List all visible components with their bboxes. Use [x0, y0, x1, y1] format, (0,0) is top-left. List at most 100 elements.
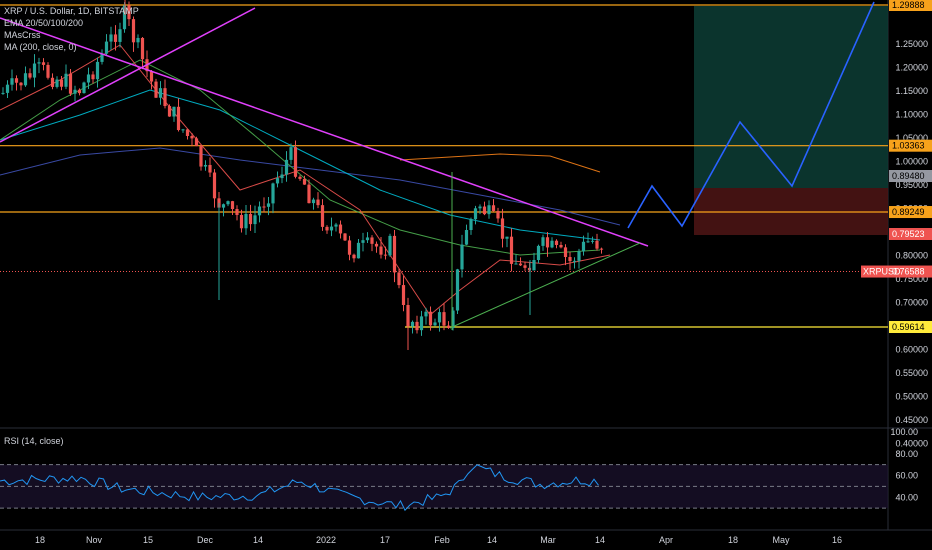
candle-body: [190, 135, 194, 139]
candle-body: [379, 246, 383, 255]
candle-body: [419, 316, 424, 331]
indicator-macross[interactable]: MAsCrss: [4, 30, 41, 40]
candle-body: [347, 240, 352, 255]
candle-body: [176, 106, 181, 131]
candle-body: [19, 82, 23, 86]
candle-body: [590, 240, 595, 242]
candle-body: [388, 235, 392, 256]
candle-body: [428, 311, 433, 326]
candle-body: [478, 206, 482, 209]
candle-body: [239, 215, 244, 229]
candle-body: [559, 244, 563, 248]
candle-body: [140, 37, 145, 60]
rsi-title: RSI (14, close): [4, 436, 64, 446]
price-tick: 1.15000: [895, 86, 928, 96]
candle-body: [284, 159, 289, 175]
candle-body: [59, 79, 64, 87]
price-tick: 0.60000: [895, 345, 928, 355]
time-label: 14: [487, 535, 497, 545]
time-label: 14: [253, 535, 263, 545]
time-label: 18: [35, 535, 45, 545]
time-label: 16: [832, 535, 842, 545]
price-tag: 0.79523: [892, 229, 925, 239]
projection-path[interactable]: [627, 1, 875, 229]
candle-body: [307, 184, 311, 204]
candle-body: [199, 146, 203, 167]
candle-body: [514, 263, 518, 265]
candle-body: [10, 78, 14, 85]
price-tag-bg: [889, 0, 932, 11]
candle-body: [41, 62, 46, 65]
candle-body: [154, 81, 158, 98]
price-tick: 0.80000: [895, 251, 928, 261]
target-zone: [694, 6, 888, 188]
candle-body: [563, 247, 568, 258]
ascending-trendline[interactable]: [0, 7, 256, 143]
price-tick: 0.75000: [895, 274, 928, 284]
candle-body: [343, 233, 347, 241]
price-tag: 1.29888: [892, 0, 925, 10]
candle-body: [392, 235, 397, 273]
candle-body: [28, 73, 32, 78]
candle-body: [118, 29, 122, 42]
price-tag: 0.89249: [892, 207, 925, 217]
candle-body: [500, 218, 505, 239]
candle-body: [289, 147, 293, 160]
ma200-line: [399, 153, 601, 173]
candle-body: [338, 224, 343, 234]
candle-body: [122, 5, 127, 30]
rsi-line: [0, 464, 599, 512]
descending-trendline[interactable]: [0, 17, 649, 247]
rsi-tick: 40.00: [895, 492, 918, 502]
price-tag: 0.76588: [892, 267, 925, 277]
candle-body: [545, 237, 550, 248]
indicator-ma200[interactable]: MA (200, close, 0): [4, 42, 77, 52]
candle-body: [451, 310, 455, 329]
candle-body: [1, 92, 5, 94]
candle-body: [230, 201, 235, 210]
candle-body: [262, 206, 266, 208]
symbol-tag-bg: [861, 265, 889, 278]
candle-body: [473, 208, 478, 220]
candle-body: [586, 241, 590, 243]
candle-body: [226, 201, 230, 205]
candles: [1, 0, 604, 350]
candle-body: [77, 89, 82, 94]
rsi-tick: 100.00: [890, 427, 918, 437]
candle-body: [136, 37, 140, 43]
candle-body: [127, 5, 131, 20]
indicator-ema[interactable]: EMA 20/50/100/200: [4, 18, 84, 28]
candle-body: [523, 265, 527, 268]
time-label: May: [772, 535, 790, 545]
triangle-lower-line[interactable]: [449, 242, 641, 329]
time-label: 2022: [316, 535, 336, 545]
candle-body: [397, 272, 401, 286]
candle-body: [406, 305, 410, 327]
candle-body: [455, 269, 460, 311]
price-tag: 0.59614: [892, 322, 925, 332]
price-tag: 0.89480: [892, 171, 925, 181]
candle-body: [266, 203, 271, 207]
candle-body: [64, 73, 68, 87]
rsi-tick: 60.00: [895, 471, 918, 481]
candle-body: [491, 205, 496, 211]
candle-body: [280, 174, 284, 179]
candle-body: [235, 209, 239, 216]
candle-body: [100, 53, 104, 62]
candle-body: [532, 259, 536, 271]
price-tick: 0.50000: [895, 392, 928, 402]
candle-body: [487, 205, 491, 215]
candle-body: [334, 224, 338, 227]
candle-body: [374, 243, 379, 247]
candle-body: [163, 88, 167, 107]
time-label: 14: [595, 535, 605, 545]
candle-body: [577, 251, 581, 261]
candle-body: [446, 325, 451, 329]
price-tag: 1.03363: [892, 141, 925, 151]
time-label: 15: [143, 535, 153, 545]
candle-body: [46, 64, 50, 78]
candle-body: [50, 77, 55, 87]
candle-body: [469, 219, 473, 231]
candle-body: [91, 74, 95, 80]
